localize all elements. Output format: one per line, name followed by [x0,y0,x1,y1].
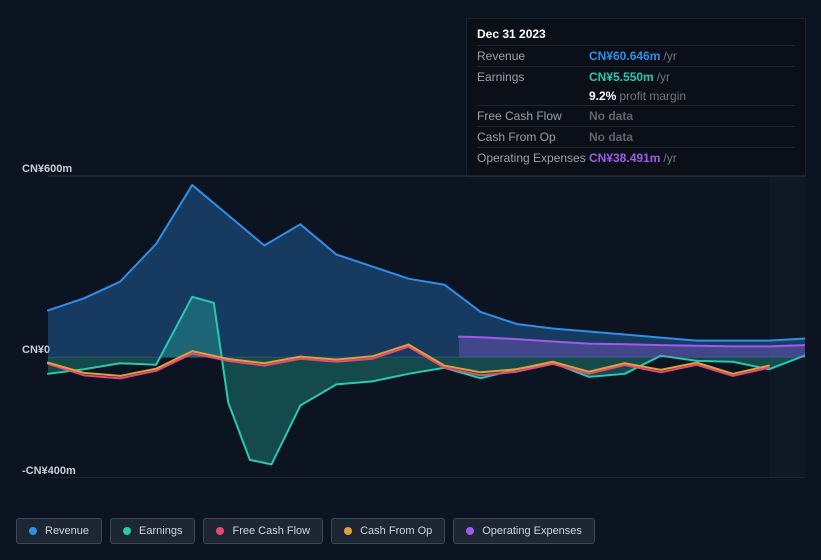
tooltip-date: Dec 31 2023 [477,25,795,45]
financials-chart[interactable]: CN¥600mCN¥0-CN¥400m201420152016201720182… [16,158,805,478]
legend-dot-icon [466,527,474,535]
legend-label: Free Cash Flow [232,525,310,537]
legend-label: Earnings [139,525,182,537]
tooltip-row-value: No data [589,109,633,123]
tooltip-row: RevenueCN¥60.646m/yr [477,45,795,66]
tooltip-row-value: CN¥60.646m/yr [589,49,677,63]
legend-dot-icon [216,527,224,535]
legend-label: Cash From Op [360,525,432,537]
tooltip-row-label: Free Cash Flow [477,109,589,123]
tooltip-subline: 9.2%profit margin [477,87,795,105]
y-axis-label: -CN¥400m [22,465,76,477]
y-axis-label: CN¥0 [22,344,50,356]
tooltip-row-label: Earnings [477,70,589,84]
legend-label: Revenue [45,525,89,537]
y-axis-label: CN¥600m [22,163,72,175]
legend-dot-icon [123,527,131,535]
legend-item-opex[interactable]: Operating Expenses [453,518,595,544]
tooltip-row: EarningsCN¥5.550m/yr [477,66,795,87]
chart-tooltip: Dec 31 2023 RevenueCN¥60.646m/yrEarnings… [466,18,806,177]
legend-label: Operating Expenses [482,525,582,537]
tooltip-row-value: CN¥5.550m/yr [589,70,670,84]
legend-item-fcf[interactable]: Free Cash Flow [203,518,323,544]
tooltip-row-label: Revenue [477,49,589,63]
legend-item-cfo[interactable]: Cash From Op [331,518,445,544]
legend-dot-icon [29,527,37,535]
legend-item-earnings[interactable]: Earnings [110,518,195,544]
tooltip-row-label: Cash From Op [477,130,589,144]
legend-item-revenue[interactable]: Revenue [16,518,102,544]
legend: Revenue Earnings Free Cash Flow Cash From O… [16,518,595,544]
tooltip-row: Free Cash FlowNo data [477,105,795,126]
tooltip-row: Cash From OpNo data [477,126,795,147]
legend-dot-icon [344,527,352,535]
tooltip-row-value: No data [589,130,633,144]
